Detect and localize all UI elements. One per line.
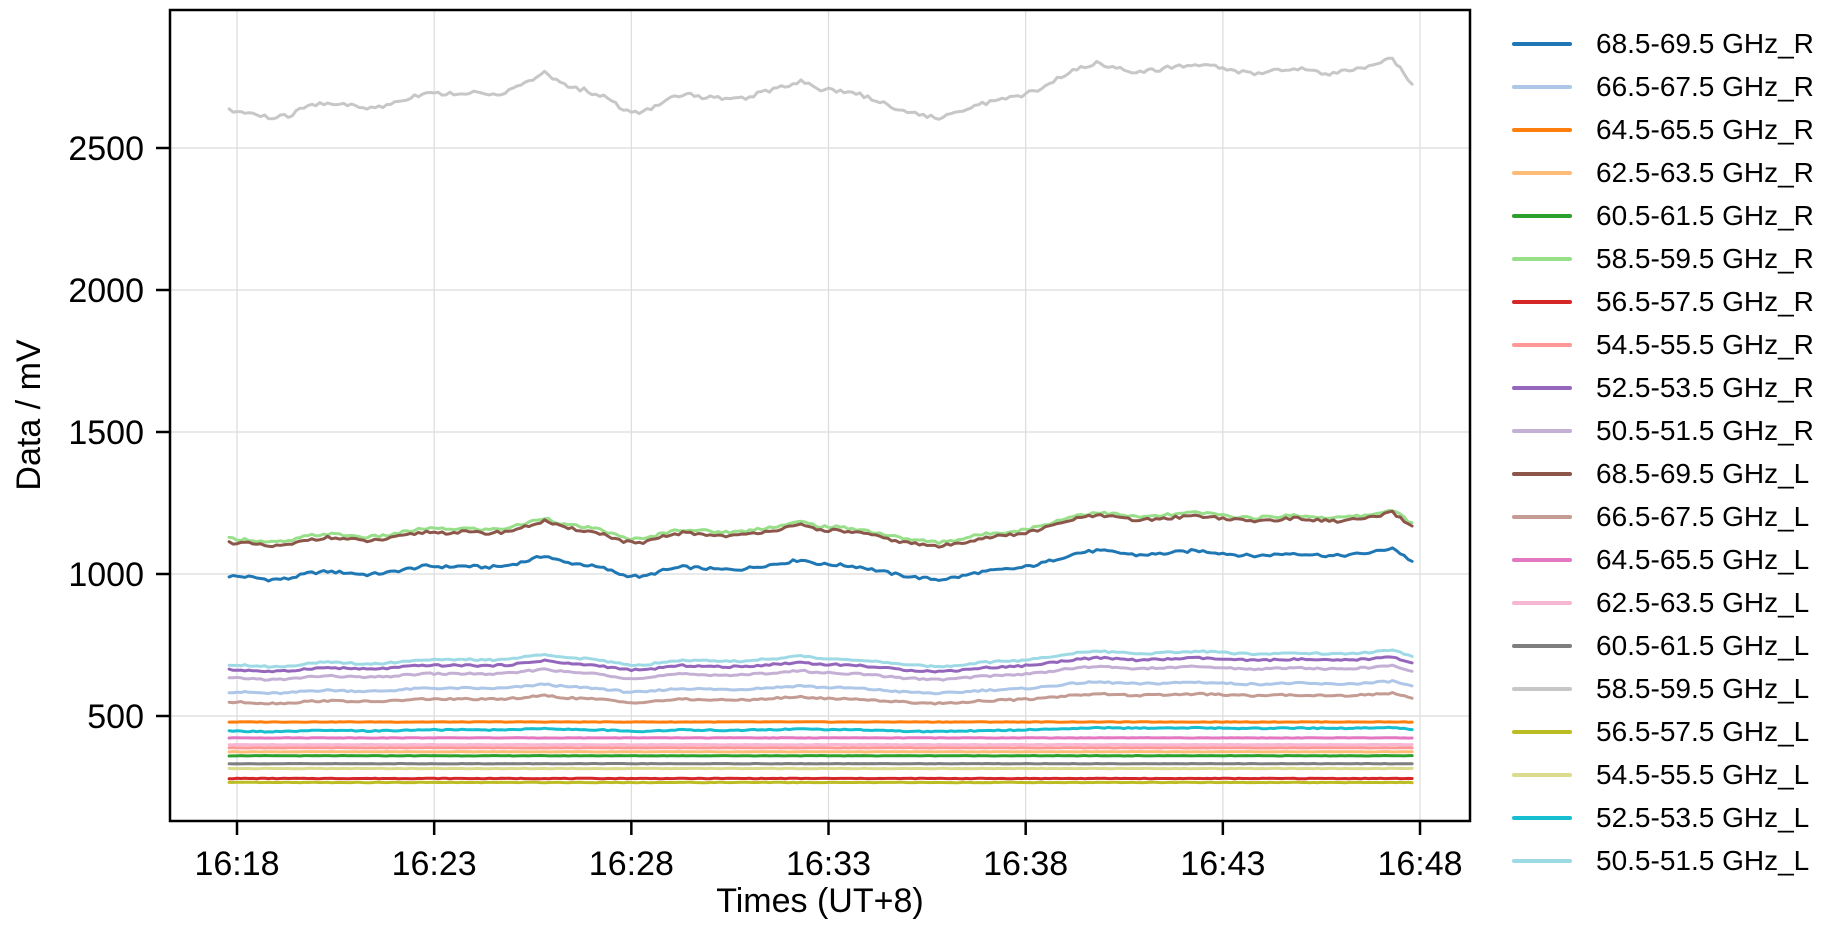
legend-label: 50.5-51.5 GHz_R xyxy=(1596,414,1814,446)
x-tick-label: 16:33 xyxy=(786,845,871,883)
series-line-52.5-53.5 GHz_R xyxy=(227,655,1414,674)
legend-item: 52.5-53.5 GHz_R xyxy=(1512,366,1814,409)
legend-swatch xyxy=(1512,84,1572,89)
legend-item: 60.5-61.5 GHz_R xyxy=(1512,194,1814,237)
y-tick-label: 1000 xyxy=(68,556,144,594)
y-tick-label: 2000 xyxy=(68,272,144,310)
legend-swatch xyxy=(1512,256,1572,261)
legend-label: 56.5-57.5 GHz_R xyxy=(1596,285,1814,317)
legend-item: 50.5-51.5 GHz_L xyxy=(1512,839,1814,882)
y-tick-label: 1500 xyxy=(68,414,144,452)
series-line-68.5-69.5 GHz_R xyxy=(227,546,1414,583)
legend-label: 50.5-51.5 GHz_L xyxy=(1596,844,1810,876)
x-tick-label: 16:43 xyxy=(1180,845,1265,883)
legend-swatch xyxy=(1512,557,1572,562)
axis-tick-labels: 500 1000 1500 2000 2500 16:18 16:23 16:28 16:33 1… xyxy=(68,130,1462,883)
legend-label: 54.5-55.5 GHz_R xyxy=(1596,328,1814,360)
legend-item: 62.5-63.5 GHz_R xyxy=(1512,151,1814,194)
x-tick-label: 16:28 xyxy=(589,845,674,883)
x-tick-label: 16:23 xyxy=(392,845,477,883)
legend-swatch xyxy=(1512,600,1572,605)
legend-item: 66.5-67.5 GHz_L xyxy=(1512,495,1814,538)
legend-item: 64.5-65.5 GHz_L xyxy=(1512,538,1814,581)
x-axis-label: Times (UT+8) xyxy=(716,882,923,920)
legend-item: 66.5-67.5 GHz_R xyxy=(1512,65,1814,108)
series-line-66.5-67.5 GHz_L xyxy=(227,691,1414,706)
legend-label: 62.5-63.5 GHz_L xyxy=(1596,586,1810,618)
legend-label: 52.5-53.5 GHz_L xyxy=(1596,801,1810,833)
legend-item: 56.5-57.5 GHz_L xyxy=(1512,710,1814,753)
series-line-66.5-67.5 GHz_R xyxy=(227,679,1414,696)
gridlines xyxy=(170,10,1470,821)
legend-label: 60.5-61.5 GHz_R xyxy=(1596,199,1814,231)
legend-item: 50.5-51.5 GHz_R xyxy=(1512,409,1814,452)
y-axis-label: Data / mV xyxy=(10,339,48,490)
legend-item: 62.5-63.5 GHz_L xyxy=(1512,581,1814,624)
legend-swatch xyxy=(1512,342,1572,347)
legend-swatch xyxy=(1512,514,1572,519)
legend-swatch xyxy=(1512,858,1572,863)
x-tick-label: 16:18 xyxy=(194,845,279,883)
series-line-64.5-65.5 GHz_R xyxy=(227,720,1414,724)
legend-label: 66.5-67.5 GHz_R xyxy=(1596,70,1814,102)
legend-label: 54.5-55.5 GHz_L xyxy=(1596,758,1810,790)
series-line-60.5-61.5 GHz_R xyxy=(227,754,1414,758)
legend: 68.5-69.5 GHz_R 66.5-67.5 GHz_R 64.5-65.5 … xyxy=(1512,22,1814,882)
legend-swatch xyxy=(1512,127,1572,132)
series-line-68.5-69.5 GHz_L xyxy=(227,509,1414,549)
legend-item: 56.5-57.5 GHz_R xyxy=(1512,280,1814,323)
legend-label: 56.5-57.5 GHz_L xyxy=(1596,715,1810,747)
series-line-58.5-59.5 GHz_R xyxy=(227,509,1414,545)
legend-label: 66.5-67.5 GHz_L xyxy=(1596,500,1810,532)
legend-swatch xyxy=(1512,772,1572,777)
legend-item: 68.5-69.5 GHz_L xyxy=(1512,452,1814,495)
legend-label: 68.5-69.5 GHz_L xyxy=(1596,457,1810,489)
legend-swatch xyxy=(1512,213,1572,218)
legend-item: 64.5-65.5 GHz_R xyxy=(1512,108,1814,151)
series-line-54.5-55.5 GHz_L xyxy=(227,766,1414,771)
legend-label: 62.5-63.5 GHz_R xyxy=(1596,156,1814,188)
legend-swatch xyxy=(1512,815,1572,820)
axis-ticks xyxy=(156,146,1422,835)
series-line-58.5-59.5 GHz_L xyxy=(227,56,1414,121)
x-tick-label: 16:48 xyxy=(1377,845,1462,883)
legend-item: 54.5-55.5 GHz_R xyxy=(1512,323,1814,366)
legend-swatch xyxy=(1512,41,1572,46)
series-lines xyxy=(227,56,1414,785)
legend-label: 64.5-65.5 GHz_R xyxy=(1596,113,1814,145)
series-line-64.5-65.5 GHz_L xyxy=(227,736,1414,740)
legend-swatch xyxy=(1512,299,1572,304)
legend-item: 54.5-55.5 GHz_L xyxy=(1512,753,1814,796)
legend-label: 58.5-59.5 GHz_R xyxy=(1596,242,1814,274)
legend-item: 52.5-53.5 GHz_L xyxy=(1512,796,1814,839)
legend-swatch xyxy=(1512,170,1572,175)
legend-swatch xyxy=(1512,471,1572,476)
series-line-50.5-51.5 GHz_L xyxy=(227,648,1414,669)
x-tick-label: 16:38 xyxy=(983,845,1068,883)
legend-swatch xyxy=(1512,729,1572,734)
legend-label: 52.5-53.5 GHz_R xyxy=(1596,371,1814,403)
legend-swatch xyxy=(1512,643,1572,648)
legend-label: 68.5-69.5 GHz_R xyxy=(1596,27,1814,59)
legend-item: 68.5-69.5 GHz_R xyxy=(1512,22,1814,65)
legend-swatch xyxy=(1512,385,1572,390)
legend-label: 64.5-65.5 GHz_L xyxy=(1596,543,1810,575)
series-line-50.5-51.5 GHz_R xyxy=(227,663,1414,682)
legend-item: 60.5-61.5 GHz_L xyxy=(1512,624,1814,667)
legend-item: 58.5-59.5 GHz_L xyxy=(1512,667,1814,710)
legend-swatch xyxy=(1512,686,1572,691)
legend-item: 58.5-59.5 GHz_R xyxy=(1512,237,1814,280)
y-tick-label: 2500 xyxy=(68,130,144,168)
legend-swatch xyxy=(1512,428,1572,433)
legend-label: 60.5-61.5 GHz_L xyxy=(1596,629,1810,661)
series-line-56.5-57.5 GHz_L xyxy=(227,780,1414,785)
series-line-52.5-53.5 GHz_L xyxy=(227,725,1414,734)
plot-border xyxy=(168,8,1472,823)
y-tick-label: 500 xyxy=(87,698,144,736)
legend-label: 58.5-59.5 GHz_L xyxy=(1596,672,1810,704)
